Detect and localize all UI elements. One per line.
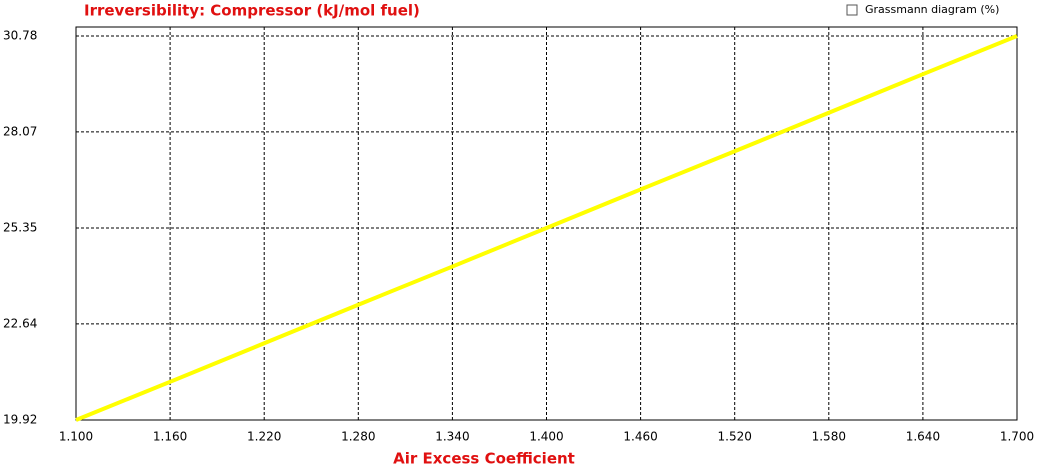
y-tick-label: 22.64 [3,316,37,330]
checkbox[interactable] [846,4,858,16]
y-tick-label: 25.35 [3,221,37,235]
y-tick-label: 30.78 [3,29,37,43]
x-tick-label: 1.700 [1000,430,1034,444]
x-tick-label: 1.220 [247,430,281,444]
y-tick-label: 19.92 [3,413,37,427]
x-tick-label: 1.280 [341,430,375,444]
x-tick-label: 1.160 [153,430,187,444]
x-tick-label: 1.400 [529,430,563,444]
x-tick-label: 1.580 [812,430,846,444]
x-tick-label: 1.640 [906,430,940,444]
x-tick-label: 1.100 [59,430,93,444]
x-tick-label: 1.460 [623,430,657,444]
chart-title: Irreversibility: Compressor (kJ/mol fuel… [84,2,420,20]
x-axis-label: Air Excess Coefficient [393,450,575,468]
x-tick-label: 1.520 [718,430,752,444]
x-tick-label: 1.340 [435,430,469,444]
checkbox-label[interactable]: Grassmann diagram (%) [865,3,999,16]
line [75,34,1018,422]
y-tick-label: 28.07 [3,124,37,138]
